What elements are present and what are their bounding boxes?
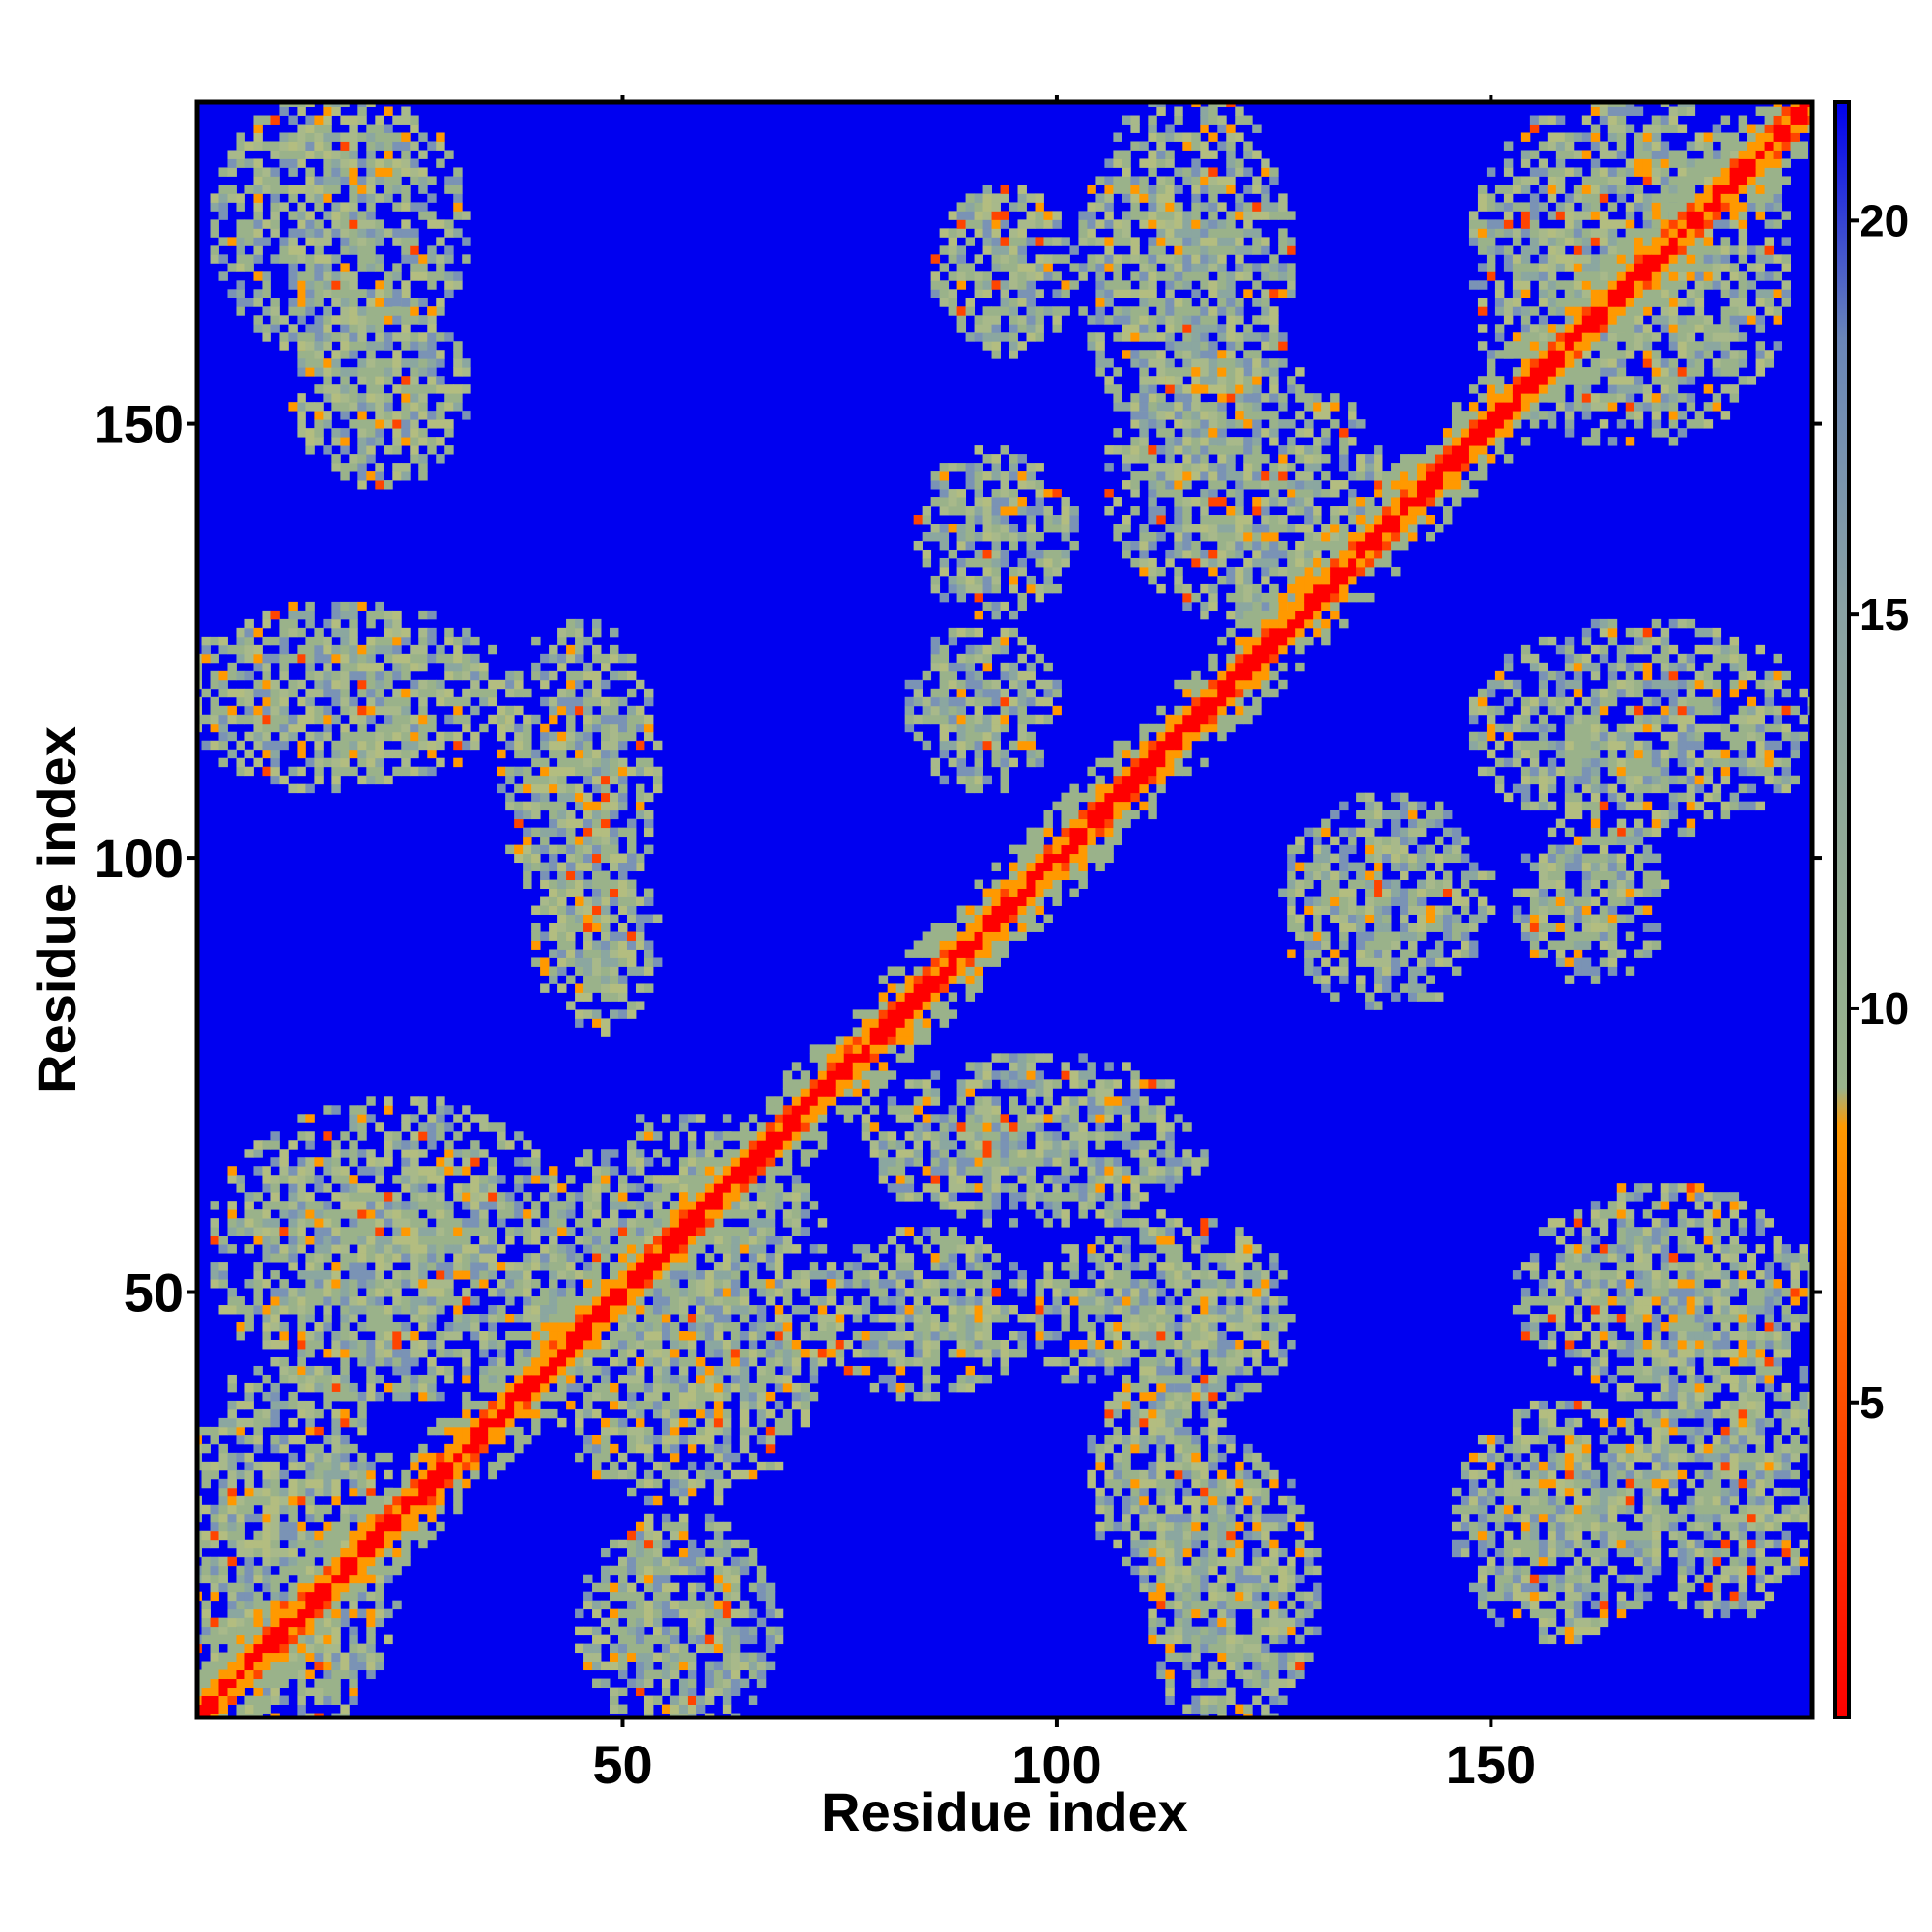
colorbar — [1833, 100, 1851, 1719]
contact-block — [210, 1096, 576, 1402]
heatmap — [197, 102, 1812, 1718]
colorbar-tick-label: 15 — [1860, 589, 1909, 639]
contact-block — [575, 1513, 784, 1718]
contact-block — [1278, 792, 1496, 1010]
y-tick-label: 50 — [124, 1263, 184, 1323]
colorbar-axis: 5 10 15 20 — [1849, 195, 1909, 1428]
contact-block — [288, 289, 471, 490]
contact-block — [930, 185, 1079, 359]
colorbar-tick-label: 5 — [1860, 1378, 1885, 1428]
contact-block — [531, 836, 663, 1037]
contact-block — [1139, 1443, 1322, 1718]
x-tick-label: 150 — [1446, 1734, 1536, 1795]
contact-block — [1512, 1183, 1812, 1402]
x-tick-label: 100 — [1011, 1734, 1101, 1795]
contact-block — [1625, 1314, 1812, 1619]
contact-block — [197, 601, 515, 794]
y-tick-label: 150 — [94, 394, 184, 455]
y-axis-title: Residue index — [26, 726, 87, 1094]
diagonal-band — [197, 102, 1812, 1718]
plot-frame — [194, 99, 1815, 1720]
x-tick-label: 50 — [592, 1734, 652, 1795]
colorbar-tick-label: 20 — [1860, 195, 1909, 245]
contact-block — [1512, 818, 1670, 984]
y-tick-label: 100 — [94, 828, 184, 889]
contact-block — [861, 1053, 1209, 1228]
contact-block — [817, 1227, 1036, 1402]
contact-block — [1035, 1209, 1296, 1419]
colorbar-tick-label: 10 — [1860, 983, 1909, 1034]
x-axis: 50 100 150 — [592, 95, 1536, 1795]
contact-block — [913, 445, 1079, 620]
y-axis: 50 100 150 — [94, 394, 1822, 1323]
contact-block — [1468, 618, 1812, 838]
contact-block — [904, 627, 1062, 794]
x-axis-title: Residue index — [821, 1781, 1188, 1842]
